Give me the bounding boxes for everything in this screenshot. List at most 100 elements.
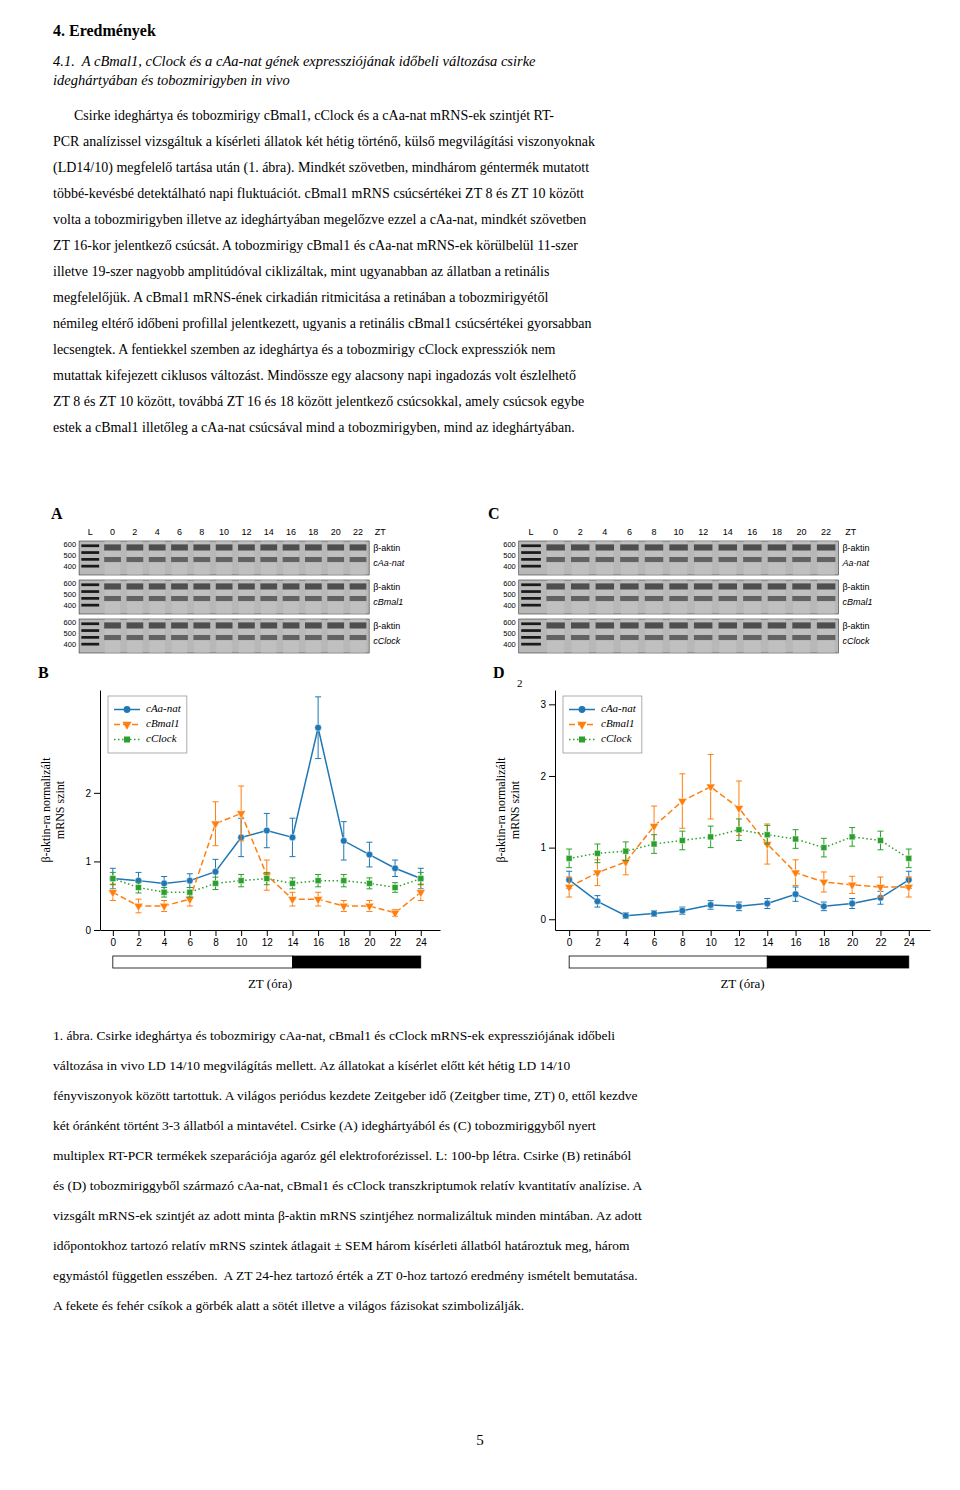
lane-stripe [768,580,785,614]
lane-label: 6 [627,527,632,537]
gel-band [305,583,322,589]
y-tick-label: 2 [540,771,546,782]
gel-band [596,622,614,628]
gel-band [817,544,835,550]
x-tick-mark [796,930,797,936]
y-axis-title: β-aktin-ra normalizáltmRNS szint [39,757,67,863]
series-point [679,837,685,843]
gel-panel: CL0246810121416182022ZT600500400β-aktinA… [488,505,872,653]
body-line: ZT 8 és ZT 10 között, továbbá ZT 16 és 1… [53,394,584,409]
ladder-band [521,636,541,639]
error-bar [161,887,167,897]
lane-stripe [572,541,589,575]
series-point [289,880,295,886]
size-label: 400 [503,601,516,610]
error-bar [764,825,770,844]
legend-marker [577,722,586,730]
gel-band [149,583,166,589]
x-tick: 18 [339,930,351,948]
y-axis-title: β-aktin-ra normalizáltmRNS szint [494,757,522,863]
body-line: (LD14/10) megfelelő tartása után (1. ábr… [53,160,589,176]
caption-line: változása in vivo LD 14/10 megvilágítás … [53,1058,571,1073]
series-point [594,850,600,856]
legend-label: cAa-nat [601,702,637,714]
y-tick-mark [94,861,100,862]
gel-band [171,596,188,601]
gel-band [817,557,835,562]
plot-area [108,697,425,918]
gel-band [238,583,255,589]
series-point [315,878,321,884]
x-tick-label: 20 [847,937,859,948]
error-bar [135,882,141,893]
size-label: 400 [503,640,516,649]
lane-label: 8 [199,527,204,537]
gel-band [792,635,810,640]
ladder-band [521,558,541,561]
gel-band [817,596,835,601]
series-point [365,903,374,911]
gel-band [238,635,255,640]
y-tick-mark [549,848,555,849]
caption-line: egymástól független esszében. A ZT 24-he… [53,1268,638,1283]
gel-band [193,583,210,589]
gel-band [127,635,144,640]
gel-band [817,622,835,628]
lane-stripe [350,619,366,653]
legend-item: cBmal1 [569,717,635,730]
gel-band [719,635,737,640]
series [565,754,914,897]
error-bar [212,877,218,889]
x-tick-label: 20 [364,937,376,948]
x-tick-mark [395,930,396,936]
x-tick-mark [241,930,242,936]
size-label: 500 [64,551,77,560]
legend-label: cAa-nat [146,702,182,714]
x-tick-label: 2 [136,937,142,948]
error-bar [906,849,912,868]
y-axis-title-line: β-aktin-ra normalizált [494,757,508,863]
ladder-band [81,551,99,554]
lane-stripe [194,541,210,575]
lane-stripe [105,580,121,614]
lane-stripe [127,580,143,614]
light-phase [569,956,767,968]
gel-band [571,557,589,562]
x-tick-mark [654,930,655,936]
gel-band [216,635,233,640]
ladder-band [521,590,541,593]
lane-stripe [239,580,255,614]
gel-band [743,622,761,628]
gel-band [669,583,687,589]
gel-band [238,544,255,550]
lane-stripe [621,619,638,653]
gel-band [305,557,322,562]
series-point [366,851,373,858]
x-tick-label: 22 [875,937,887,948]
gel-band [719,596,737,601]
error-bar [877,831,883,850]
panel-label: D [493,664,505,681]
size-label: 500 [503,551,516,560]
y-tick-mark [549,776,555,777]
y-tick: 1 [85,856,100,867]
x-tick-mark [292,930,293,936]
lane-label: 10 [219,527,229,537]
gel-band [571,583,589,589]
lane-stripe [194,580,210,614]
legend-marker [124,737,130,743]
x-tick-mark [164,930,165,936]
error-bar [594,896,600,907]
gel-band [327,544,344,550]
gel-band [792,583,810,589]
x-tick: 22 [875,930,887,948]
size-label: 600 [503,618,516,627]
gel-band [669,544,687,550]
lane-stripe [105,541,121,575]
x-tick-mark [880,930,881,936]
legend-label: cClock [601,732,633,744]
gel-band [694,544,712,550]
lane-label: 20 [331,527,341,537]
series-point [849,900,856,907]
gel-band [149,557,166,562]
